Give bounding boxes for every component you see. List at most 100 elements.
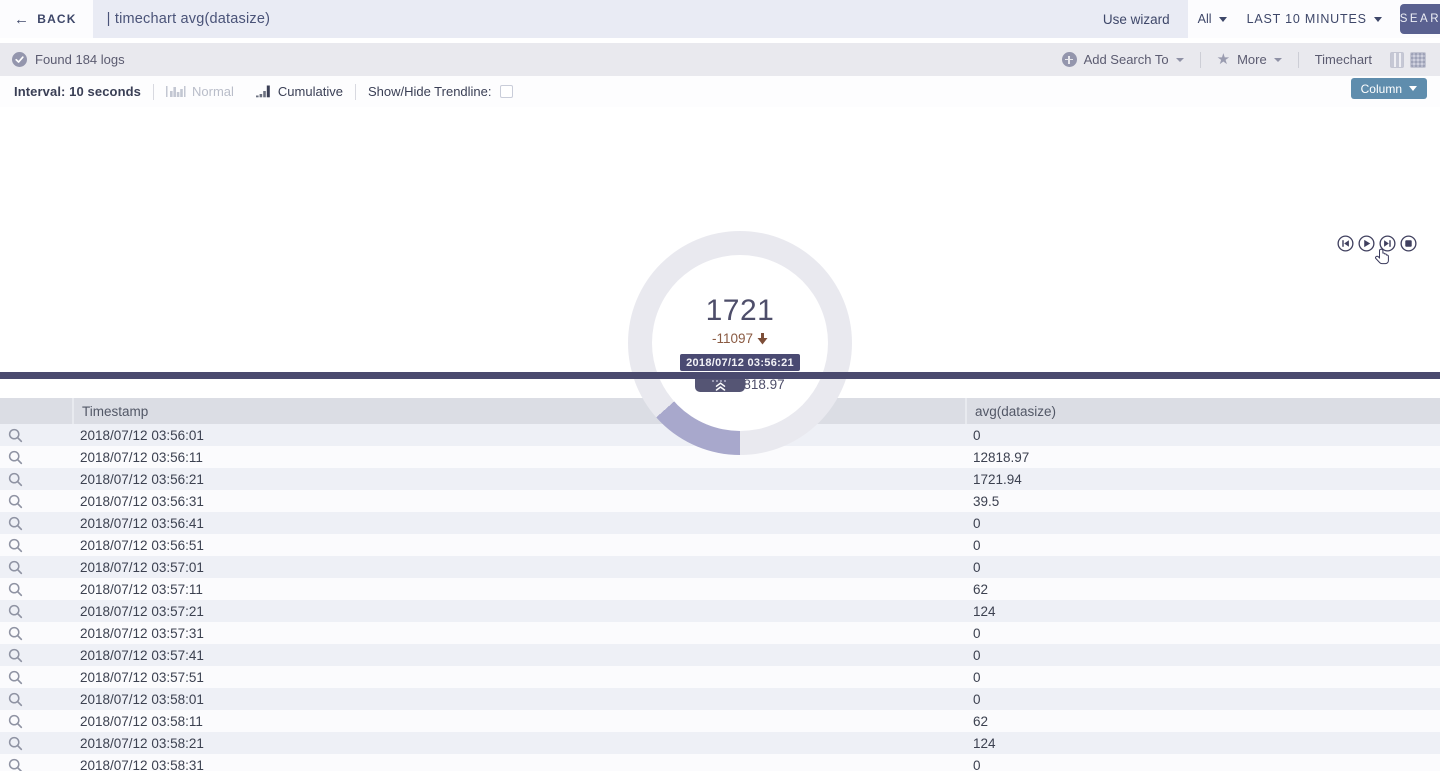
chevron-down-icon — [1373, 16, 1382, 22]
table-row[interactable]: 2018/07/12 03:57:21 124 — [0, 600, 1440, 622]
cumulative-mode-toggle[interactable]: Cumulative — [255, 84, 343, 99]
collapse-panel-tab[interactable] — [695, 379, 745, 392]
inspect-log-button[interactable] — [0, 472, 72, 487]
search-button[interactable]: SEARCH — [1399, 4, 1440, 34]
back-arrow-icon: ← — [14, 10, 31, 28]
table-row[interactable]: 2018/07/12 03:57:01 0 — [0, 556, 1440, 578]
check-circle-icon — [12, 52, 27, 67]
inspect-log-button[interactable] — [0, 604, 72, 619]
table-row[interactable]: 2018/07/12 03:58:31 0 — [0, 754, 1440, 771]
inspect-log-button[interactable] — [0, 758, 72, 771]
table-row[interactable]: 2018/07/12 03:57:11 62 — [0, 578, 1440, 600]
view-mode-label: Timechart — [1314, 52, 1372, 67]
search-query-input[interactable]: | timechart avg(datasize) Use wizard — [92, 0, 1188, 38]
magnifier-icon — [8, 516, 23, 530]
chevron-down-icon — [1273, 57, 1282, 62]
log-scope-dropdown[interactable]: All — [1188, 12, 1237, 26]
inspect-log-button[interactable] — [0, 626, 72, 641]
inspect-log-button[interactable] — [0, 516, 72, 531]
table-row[interactable]: 2018/07/12 03:58:01 0 — [0, 688, 1440, 710]
more-menu[interactable]: ★ More — [1217, 52, 1282, 67]
timestamp-cell: 2018/07/12 03:56:01 — [80, 427, 204, 443]
chart-type-dropdown[interactable]: Column — [1350, 78, 1427, 99]
inspect-log-button[interactable] — [0, 736, 72, 751]
inspect-log-button[interactable] — [0, 560, 72, 575]
magnifier-icon — [8, 494, 23, 508]
inspect-log-button[interactable] — [0, 714, 72, 729]
value-cell: 0 — [973, 427, 981, 443]
stop-button[interactable] — [1400, 235, 1417, 252]
interval-label: Interval: 10 seconds — [14, 84, 141, 99]
inspect-log-button[interactable] — [0, 538, 72, 553]
magnifier-icon — [8, 582, 23, 596]
column-view-icon[interactable] — [1390, 51, 1404, 68]
results-table: Timestamp avg(datasize) 2018/07/12 03:56… — [0, 398, 1440, 771]
table-row[interactable]: 2018/07/12 03:56:41 0 — [0, 512, 1440, 534]
inspect-log-button[interactable] — [0, 670, 72, 685]
magnifier-icon — [8, 648, 23, 662]
grip-dots — [712, 380, 728, 382]
gauge-current-value: 1721 — [705, 294, 775, 327]
table-row[interactable]: 2018/07/12 03:56:21 1721.94 — [0, 468, 1440, 490]
divider — [354, 83, 356, 100]
trendline-checkbox[interactable] — [499, 85, 513, 98]
search-query-text: | timechart avg(datasize) — [106, 11, 271, 27]
value-cell: 0 — [973, 537, 981, 553]
chart-type-value: Column — [1360, 81, 1402, 96]
use-wizard-link[interactable]: Use wizard — [1102, 11, 1170, 27]
timestamp-cell: 2018/07/12 03:57:01 — [80, 559, 204, 575]
normal-mode-toggle[interactable]: Normal — [166, 84, 234, 99]
table-row[interactable]: 2018/07/12 03:56:11 12818.97 — [0, 446, 1440, 468]
log-scope-value: All — [1197, 12, 1212, 26]
add-search-to-menu[interactable]: Add Search To — [1061, 52, 1184, 67]
magnifier-icon — [8, 450, 23, 464]
table-row[interactable]: 2018/07/12 03:56:31 39.5 — [0, 490, 1440, 512]
value-cell: 1721.94 — [973, 471, 1022, 487]
divider — [153, 83, 154, 100]
inspect-log-button[interactable] — [0, 494, 72, 509]
playback-controls — [1337, 235, 1417, 252]
gauge-timestamp-badge: 2018/07/12 03:56:21 — [680, 354, 800, 371]
back-button[interactable]: ← BACK — [0, 11, 93, 28]
value-cell: 0 — [973, 691, 981, 707]
table-row[interactable]: 2018/07/12 03:58:11 62 — [0, 710, 1440, 732]
view-toggle-icons — [1390, 51, 1426, 68]
timestamp-cell: 2018/07/12 03:57:21 — [80, 603, 204, 619]
table-row[interactable]: 2018/07/12 03:57:31 0 — [0, 622, 1440, 644]
inspect-log-button[interactable] — [0, 428, 72, 443]
skip-to-end-button[interactable] — [1379, 235, 1396, 252]
play-button[interactable] — [1358, 235, 1375, 252]
table-row[interactable]: 2018/07/12 03:57:41 0 — [0, 644, 1440, 666]
table-row[interactable]: 2018/07/12 03:56:51 0 — [0, 534, 1440, 556]
inspect-log-button[interactable] — [0, 648, 72, 663]
chevron-down-icon — [1175, 57, 1184, 62]
arrow-down-icon — [757, 332, 768, 344]
inspect-log-button[interactable] — [0, 450, 72, 465]
magnifier-icon — [8, 758, 23, 771]
time-range-dropdown[interactable]: LAST 10 MINUTES — [1237, 12, 1392, 26]
value-cell: 124 — [973, 603, 996, 619]
value-cell: 0 — [973, 669, 981, 685]
chevron-down-icon — [1218, 16, 1227, 22]
normal-label: Normal — [192, 84, 234, 99]
timestamp-cell: 2018/07/12 03:58:01 — [80, 691, 204, 707]
table-body: 2018/07/12 03:56:01 0 2018/07/12 03:56:1… — [0, 424, 1440, 771]
trendline-label: Show/Hide Trendline: — [367, 84, 492, 99]
skip-to-start-button[interactable] — [1337, 235, 1354, 252]
star-icon: ★ — [1216, 51, 1231, 68]
magnifier-icon — [8, 670, 23, 684]
timestamp-cell: 2018/07/12 03:57:11 — [80, 581, 203, 597]
timestamp-cell: 2018/07/12 03:56:31 — [80, 493, 204, 509]
table-row[interactable]: 2018/07/12 03:57:51 0 — [0, 666, 1440, 688]
chart-controls-bar: Interval: 10 seconds Normal Cumulative S… — [0, 76, 1440, 107]
inspect-log-button[interactable] — [0, 692, 72, 707]
inspect-log-button[interactable] — [0, 582, 72, 597]
table-row[interactable]: 2018/07/12 03:58:21 124 — [0, 732, 1440, 754]
table-view-icon[interactable] — [1410, 51, 1426, 68]
magnifier-icon — [8, 472, 23, 486]
timestamp-cell: 2018/07/12 03:56:21 — [80, 471, 204, 487]
divider — [1297, 51, 1299, 68]
divider-bar[interactable] — [0, 372, 1440, 379]
timestamp-cell: 2018/07/12 03:56:41 — [80, 515, 204, 531]
value-cell: 0 — [973, 757, 981, 771]
